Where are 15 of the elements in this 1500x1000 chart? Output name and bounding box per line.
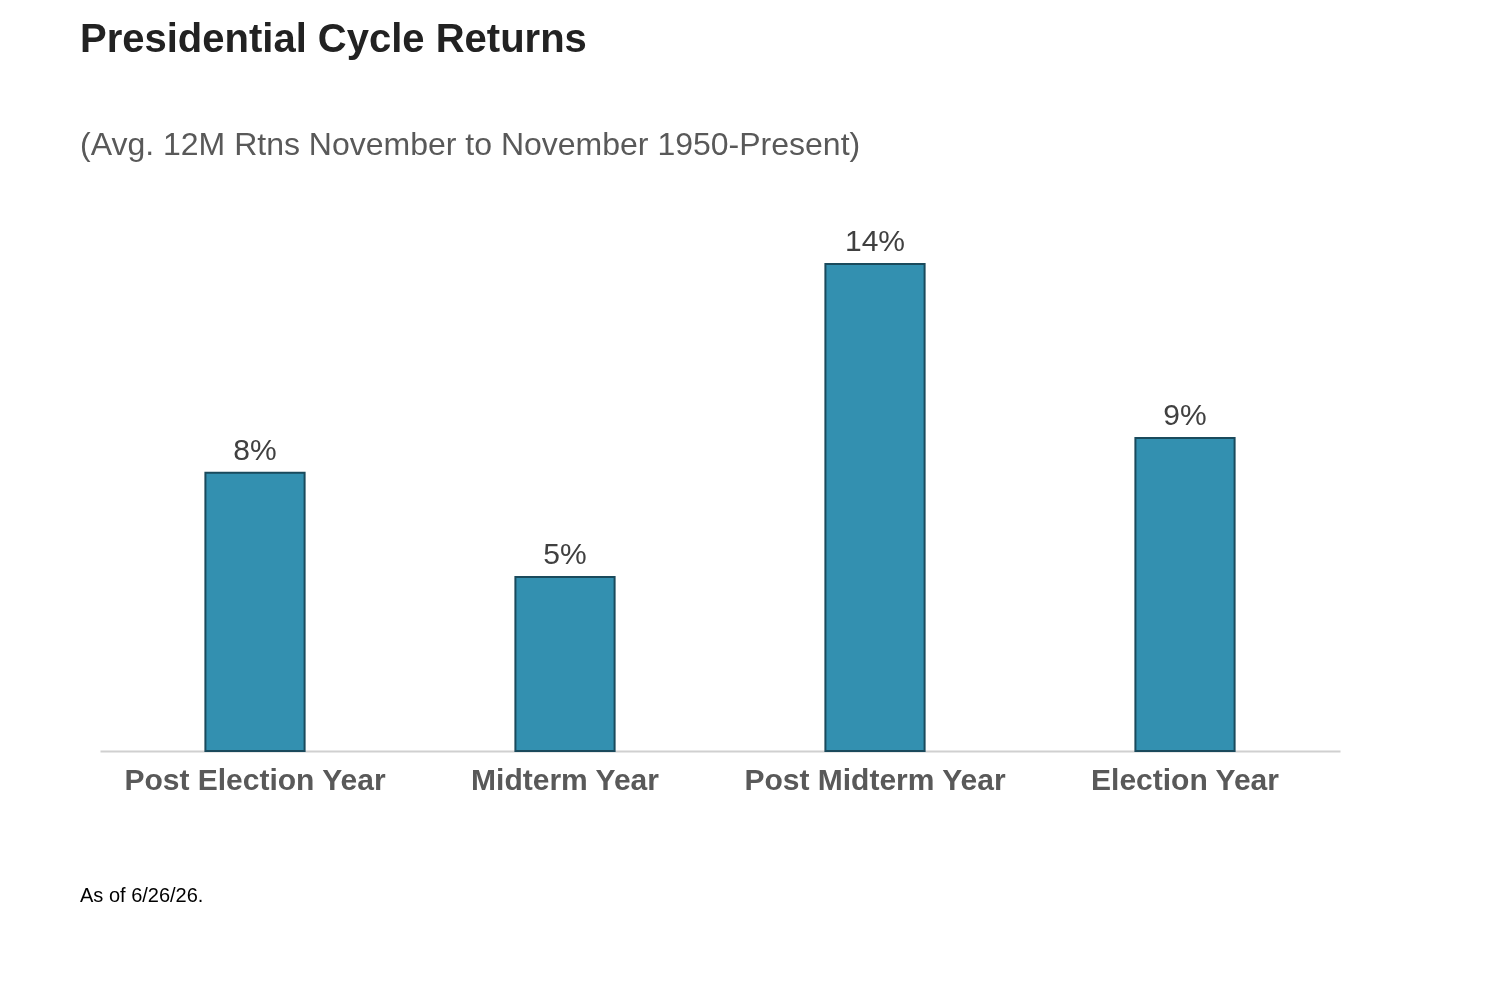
data-label: 5% bbox=[543, 537, 587, 571]
text: As of 6/26/26. bbox=[80, 884, 204, 906]
chart-subtitle: (Avg. 12M Rtns November to November 1950-Present) bbox=[80, 126, 861, 162]
bar bbox=[514, 576, 616, 752]
x-tick-label: Post Election Year bbox=[124, 762, 386, 796]
bar bbox=[824, 263, 926, 752]
x-tick-label: Election Year bbox=[1091, 762, 1280, 796]
data-label: 14% bbox=[844, 224, 906, 258]
data-label: 9% bbox=[1163, 397, 1207, 431]
chart-title: Presidential Cycle Returns bbox=[80, 16, 587, 60]
bar bbox=[1134, 436, 1236, 752]
x-tick-label: Post Midterm Year bbox=[744, 762, 1006, 796]
data-label: 8% bbox=[233, 432, 277, 466]
bar bbox=[204, 471, 306, 752]
x-tick-label: Midterm Year bbox=[471, 762, 660, 796]
